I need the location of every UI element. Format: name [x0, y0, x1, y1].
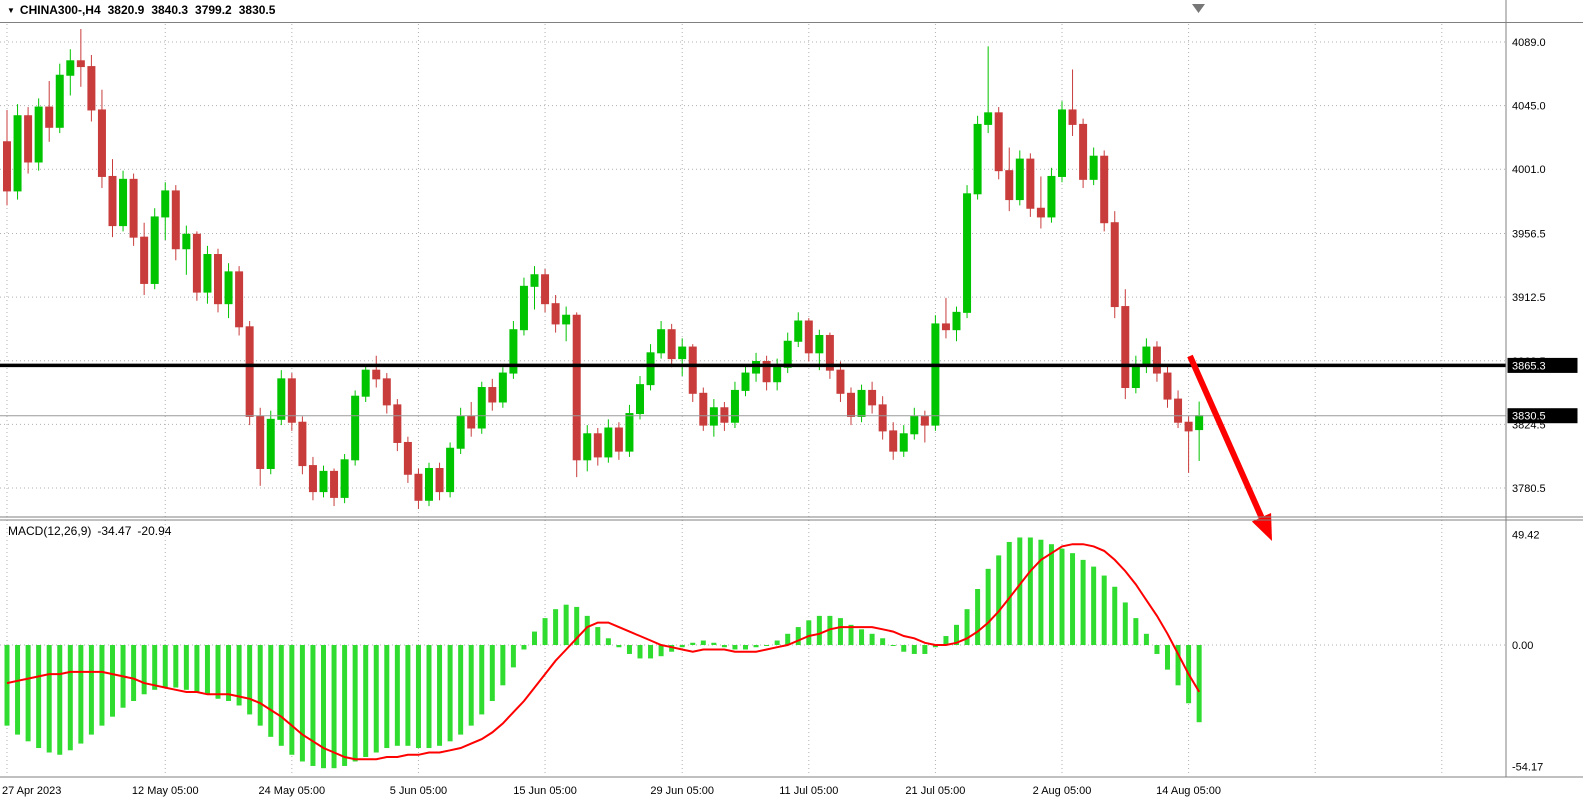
- svg-text:3830.5: 3830.5: [1512, 411, 1546, 423]
- quote-close: 3830.5: [238, 3, 276, 17]
- macd-tick-label: 0.00: [1512, 640, 1533, 652]
- candlestick-series: [3, 28, 1204, 509]
- time-tick-label: 29 Jun 05:00: [650, 785, 714, 797]
- price-tick-label: 4001.0: [1512, 164, 1546, 176]
- time-tick-label: 5 Jun 05:00: [390, 785, 448, 797]
- time-tick-label: 27 Apr 2023: [2, 785, 61, 797]
- time-tick-label: 12 May 05:00: [132, 785, 199, 797]
- macd-signal-line: [6, 543, 1201, 761]
- quote-open: 3820.9: [107, 3, 145, 17]
- macd-value: -34.47: [97, 524, 132, 538]
- hline-price-tag: 3865.3: [1507, 357, 1578, 373]
- symbol-info-bar: ▼ CHINA300-,H4 3820.9 3840.3 3799.2 3830.5: [7, 3, 275, 17]
- trend-arrow-object[interactable]: [1187, 354, 1272, 541]
- symbol-dropdown-icon[interactable]: ▼: [7, 6, 15, 15]
- grid-lines: [0, 24, 1506, 776]
- time-tick-label: 11 Jul 05:00: [779, 785, 838, 797]
- macd-axis: 49.42 0.00 -54.17: [1512, 529, 1543, 773]
- price-tick-label: 3956.5: [1512, 229, 1546, 241]
- time-tick-label: 14 Aug 05:00: [1156, 785, 1221, 797]
- time-tick-label: 2 Aug 05:00: [1033, 785, 1092, 797]
- macd-indicator-label: MACD(12,26,9) -34.47 -20.94: [8, 524, 177, 538]
- time-tick-label: 24 May 05:00: [259, 785, 326, 797]
- price-tick-label: 3912.5: [1512, 292, 1546, 304]
- quote-low: 3799.2: [195, 3, 232, 17]
- symbol-label: CHINA300-,H4: [19, 3, 101, 17]
- svg-text:3865.3: 3865.3: [1512, 360, 1546, 372]
- time-tick-label: 21 Jul 05:00: [905, 785, 965, 797]
- macd-signal-value: -20.94: [137, 524, 172, 538]
- time-axis: 27 Apr 2023 12 May 05:00 24 May 05:00 5 Jun…: [2, 785, 1221, 797]
- price-tick-label: 4089.0: [1512, 37, 1546, 49]
- price-tick-label: 3780.5: [1512, 483, 1546, 495]
- quote-high: 3840.3: [151, 3, 189, 17]
- panel-borders: [0, 0, 1583, 778]
- macd-indicator-name: MACD(12,26,9): [8, 524, 92, 538]
- time-tick-label: 15 Jun 05:00: [513, 785, 577, 797]
- macd-histogram: [4, 537, 1202, 769]
- macd-tick-label: 49.42: [1512, 529, 1540, 541]
- macd-tick-label: -54.17: [1512, 761, 1543, 773]
- bid-price-tag: 3830.5: [1507, 408, 1578, 424]
- price-tick-label: 4045.0: [1512, 101, 1546, 113]
- price-axis: 4089.04045.04001.03956.53912.53868.53824…: [1512, 37, 1546, 495]
- chart-shift-marker-icon: [1192, 4, 1205, 13]
